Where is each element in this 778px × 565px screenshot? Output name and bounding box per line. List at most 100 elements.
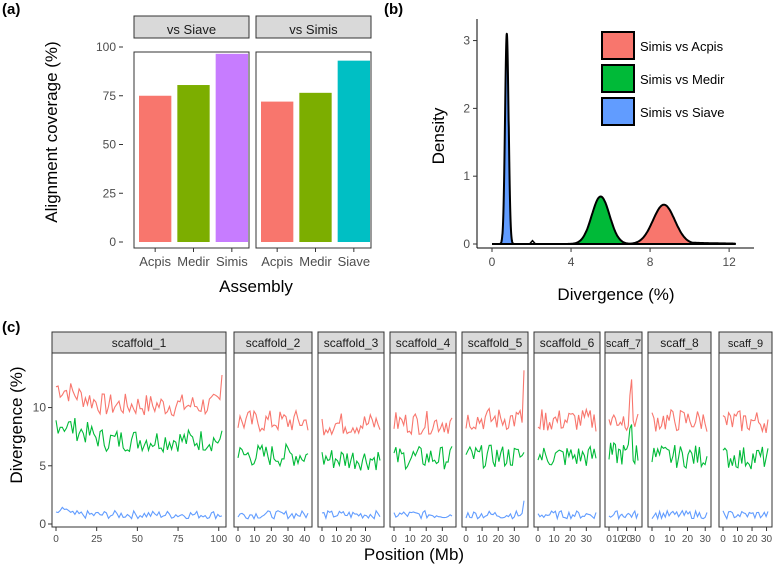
panel-a-xtick-label: Acpis [261,254,293,269]
panel-c-xtick-label: 10 [249,534,261,545]
panel-a-ytick-label: 75 [103,89,117,103]
panel-c-facet-strip [718,331,773,354]
panel-c-xtick-label: 20 [266,534,278,545]
panel-c-series-line [722,446,769,470]
panel-c-series-line [393,509,453,520]
panel-c-facet-title: scaffold_1 [112,336,167,350]
panel-c-series-line [651,408,708,432]
panel-c-xtick-label: 10 [331,534,343,545]
panel-c-xtick-label: 20 [682,534,694,545]
panel-c-facet-title: scaffold_6 [540,336,595,350]
panel-c-facet-strip [317,331,385,354]
panel-b-ytick-label: 0 [463,237,470,251]
panel-c-series-line [537,407,597,432]
panel-c-facet-frame [533,352,601,528]
panel-b-xtick-label: 12 [722,255,736,269]
panel-c-facet-frame [647,352,712,528]
panel-c-series-line [393,445,453,471]
panel-a-bar [215,53,248,243]
panel-b-legend-label: Simis vs Siave [640,105,725,120]
panel-b-density-minor-bump [528,239,537,245]
panel-c-series-line [237,442,309,468]
panel-c-xtick-label: 10 [405,534,417,545]
panel-a-ytick-label: 50 [103,138,117,152]
panel-a-bar [337,60,370,243]
panel-a-bar-chart: 0 25 50 75 100 vs Siave Acpis Medir Simis vs Simi… [96,15,372,269]
panel-b-density-area [498,32,515,245]
panel-c-facet-title: scaff_7 [606,338,641,350]
panel-c-xtick-label: 20 [565,534,577,545]
panel-c-facet-frame [718,352,773,528]
panel-b-ylabel: Density [429,107,448,164]
panel-b-ytick-label: 1 [463,169,470,183]
panel-a-ylabel: Alignment coverage (%) [42,41,61,222]
panel-b-xtick-label: 4 [568,255,575,269]
panel-c-xtick-label: 0 [53,534,59,545]
panel-c-facet-title: scaffold_5 [468,336,523,350]
panel-c-xtick-label: 30 [437,534,449,545]
panel-a-xtick-label: Simis [216,254,248,269]
panel-c-xtick-label: 20 [621,534,633,545]
panel-b-density-area [619,203,737,245]
panel-a-ytick-label: 25 [103,186,117,200]
panel-c-series-line [722,510,769,521]
panel-c-xtick-label: 0 [649,534,655,545]
panel-c-xtick-label: 20 [493,534,505,545]
panel-c-facet-strip [604,331,643,354]
panel-c-facet-frame [604,352,643,528]
panel-a-facet-strip [255,15,372,39]
panel-c-xtick-label: 20 [746,534,758,545]
panel-c-xtick-label: 30 [509,534,521,545]
panel-c-facet-frame [233,352,313,528]
panel-c-series-line [608,424,639,466]
panel-c-series-line [321,509,381,520]
panel-a-xtick-label: Medir [299,254,332,269]
panel-c-xtick-label: 30 [700,534,712,545]
panel-c-xtick-label: 20 [345,534,357,545]
panel-c-xtick-label: 0 [606,534,612,545]
panel-c-xtick-label: 0 [463,534,469,545]
panel-a-ytick-label: 0 [109,235,116,249]
panel-c-xtick-label: 100 [210,534,227,545]
panel-a-bar [139,95,172,242]
panel-c-xtick-label: 40 [299,534,311,545]
panel-a-bar [261,101,294,242]
panel-c-facet-title: scaffold_4 [396,336,451,350]
panel-c-series-line [237,408,309,433]
panel-c-xtick-label: 0 [535,534,541,545]
panel-c-series-line [608,509,639,521]
panel-c-facet-frame [51,352,227,528]
panel-b-density-area [564,195,638,245]
panel-a-facet-title: vs Simis [289,22,338,37]
panel-a-xtick-label: Medir [177,254,210,269]
panel-c-xtick-label: 20 [421,534,433,545]
panel-c-xtick-label: 0 [319,534,325,545]
panel-c-xtick-label: 10 [732,534,744,545]
panel-a-xtick-label: Siave [338,254,371,269]
panel-c-series-line [321,412,381,436]
panel-c-xtick-label: 30 [282,534,294,545]
panel-c-facet-frame [389,352,457,528]
panel-c-xtick-label: 10 [664,534,676,545]
panel-a-xtick-label: Acpis [139,254,171,269]
panel-c-facet-strip [233,331,313,354]
panel-c-facet-strip [647,331,712,354]
panel-c-xtick-label: 30 [761,534,773,545]
panel-b-xtick-label: 8 [647,255,654,269]
panel-c-ylabel: Divergence (%) [7,366,26,483]
panel-a-facet-title: vs Siave [167,22,216,37]
panel-c-xtick-label: 30 [581,534,593,545]
panel-c-facet-frame [317,352,385,528]
panel-b-legend-key [601,31,635,60]
panel-c-series-line [537,444,597,466]
panel-c-facet-title: scaff_8 [660,336,699,350]
panel-c-series-line [55,374,223,417]
panel-b-ytick-label: 2 [463,101,470,115]
panel-b-legend-key [601,97,635,126]
panel-c-series-line [651,509,708,521]
panel-b-legend-label: Simis vs Medir [640,72,725,87]
panel-c-facet-strip [51,331,227,354]
panel-c-label: (c) [2,319,20,336]
panel-c-xtick-label: 10 [549,534,561,545]
